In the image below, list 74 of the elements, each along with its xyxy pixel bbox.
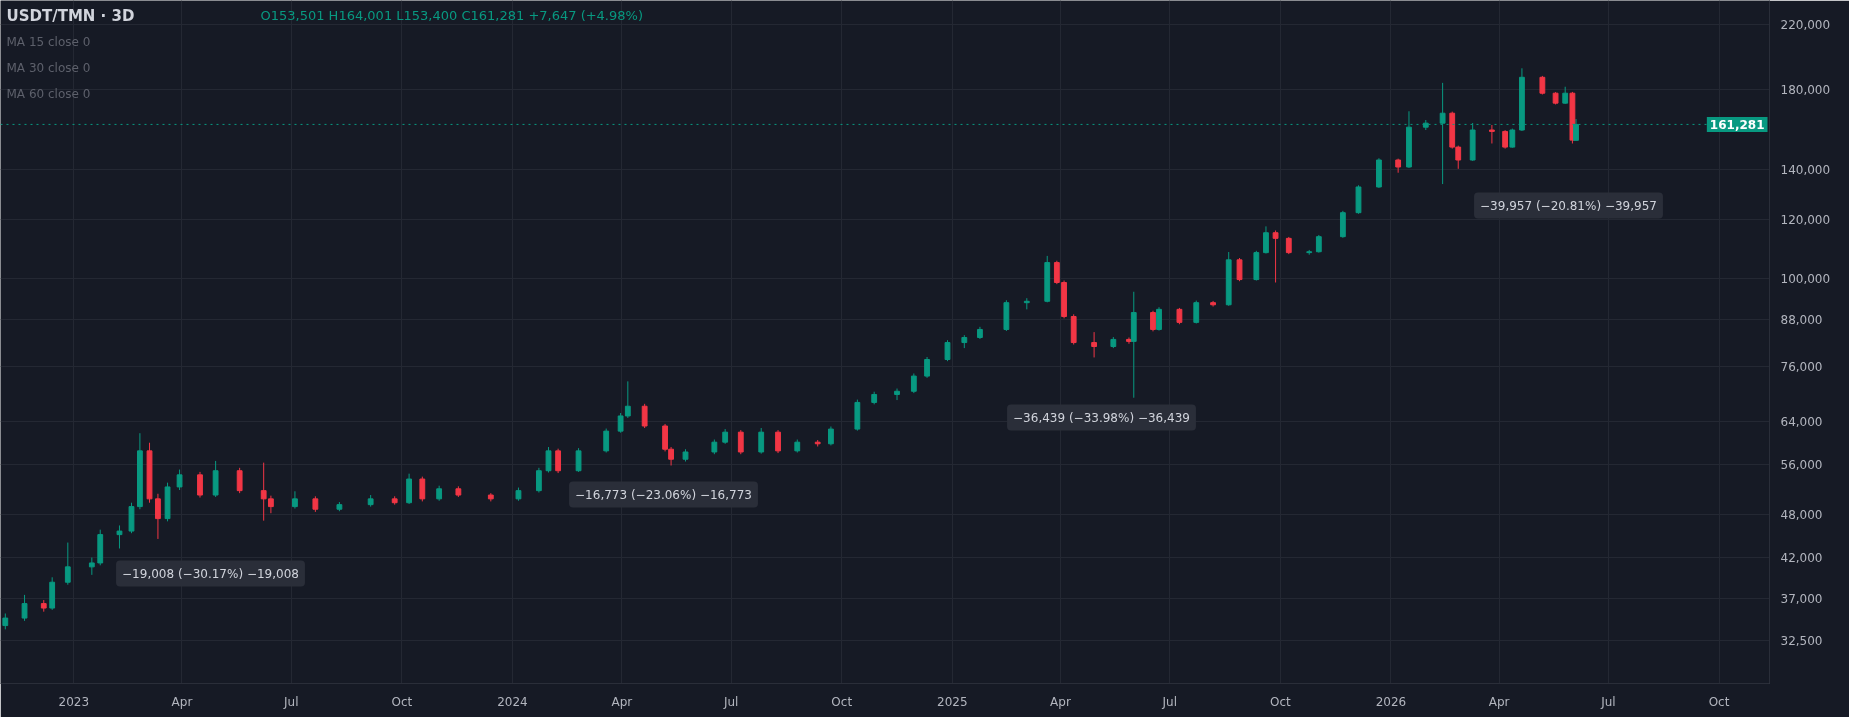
x-tick-label: 2025 xyxy=(937,694,968,709)
candlestick xyxy=(197,471,203,499)
y-tick-label: 32,500 xyxy=(1780,633,1823,648)
candlestick xyxy=(155,493,161,540)
x-tick-label: Apr xyxy=(611,694,633,709)
candlestick xyxy=(1488,124,1495,144)
candlestick xyxy=(21,594,28,622)
candlestick xyxy=(758,427,765,455)
candlestick xyxy=(555,448,562,474)
annotation: MA 15 close 0 xyxy=(6,34,91,49)
x-tick-label: Jul xyxy=(1600,694,1616,709)
annotation: −36,439 (−33.98%) −36,439 xyxy=(1013,410,1190,425)
y-tick-label: 100,000 xyxy=(1780,271,1831,286)
x-tick-label: Jul xyxy=(722,694,739,709)
candlestick xyxy=(924,356,930,379)
annotation: −16,773 (−23.06%) −16,773 xyxy=(575,487,752,502)
candlestick xyxy=(64,542,71,586)
y-tick-label: 88,000 xyxy=(1780,312,1823,327)
x-tick-label: 2026 xyxy=(1375,694,1407,709)
text: USDT/TMN · 3D xyxy=(6,6,135,25)
candlestick xyxy=(1126,336,1132,345)
candlestick xyxy=(894,388,900,401)
annotation: −19,008 (−30.17%) −19,008 xyxy=(122,566,299,581)
candlestick xyxy=(641,403,648,429)
x-tick-label: Apr xyxy=(1488,694,1510,709)
candlestick xyxy=(944,339,951,362)
y-tick-label: 140,000 xyxy=(1780,163,1831,178)
candlestick xyxy=(116,524,123,549)
candlestick xyxy=(1272,230,1279,283)
y-tick-label: 180,000 xyxy=(1780,82,1831,97)
candlestick xyxy=(828,426,834,446)
candlestick xyxy=(176,469,183,491)
candlestick xyxy=(236,467,243,494)
candlestick xyxy=(1236,257,1243,282)
candlestick xyxy=(737,429,744,455)
y-tick-label: 37,000 xyxy=(1780,591,1823,606)
candlestick xyxy=(1091,331,1098,358)
candlestick xyxy=(406,473,412,505)
x-tick-label: Jul xyxy=(283,694,299,709)
candlestick xyxy=(1263,225,1269,254)
x-tick-label: Oct xyxy=(1708,694,1730,709)
y-tick-label: 42,000 xyxy=(1780,551,1823,566)
candlestick xyxy=(910,372,917,394)
y-tick-label: 120,000 xyxy=(1780,213,1831,228)
annotation: MA 60 close 0 xyxy=(6,86,91,101)
candlestick xyxy=(1339,210,1346,239)
y-tick-label: 76,000 xyxy=(1780,360,1823,375)
candlestick xyxy=(1502,129,1509,150)
x-tick-label: Apr xyxy=(1050,694,1071,709)
x-tick-label: Apr xyxy=(171,694,193,709)
x-tick-label: Oct xyxy=(1270,694,1292,709)
annotation: −39,957 (−20.81%) −39,957 xyxy=(1480,198,1657,213)
candlestick xyxy=(419,476,426,502)
x-tick-label: 2024 xyxy=(497,694,528,709)
ref-line-label: 161,281 xyxy=(1709,117,1765,132)
candlestick xyxy=(535,467,542,494)
annotation: O153,501 H164,001 L153,400 C161,281 +7,647 (+4.98%) xyxy=(260,8,643,23)
y-tick-label: 220,000 xyxy=(1780,17,1831,32)
candlestick xyxy=(1156,306,1162,332)
y-tick-label: 56,000 xyxy=(1780,458,1823,473)
candlestick xyxy=(292,490,298,510)
x-tick-label: Oct xyxy=(391,694,413,709)
candlestick xyxy=(545,446,552,473)
candlestick xyxy=(1150,310,1156,332)
candlestick xyxy=(603,428,610,454)
candlestick xyxy=(775,429,781,454)
x-tick-label: 2023 xyxy=(58,694,90,709)
candlestick xyxy=(575,447,582,473)
x-tick-label: Oct xyxy=(831,694,853,709)
y-tick-label: 48,000 xyxy=(1780,508,1823,523)
x-tick-label: Jul xyxy=(1161,694,1178,709)
candlestick xyxy=(1210,300,1216,308)
y-tick-label: 64,000 xyxy=(1780,415,1823,430)
annotation: MA 30 close 0 xyxy=(6,60,91,75)
